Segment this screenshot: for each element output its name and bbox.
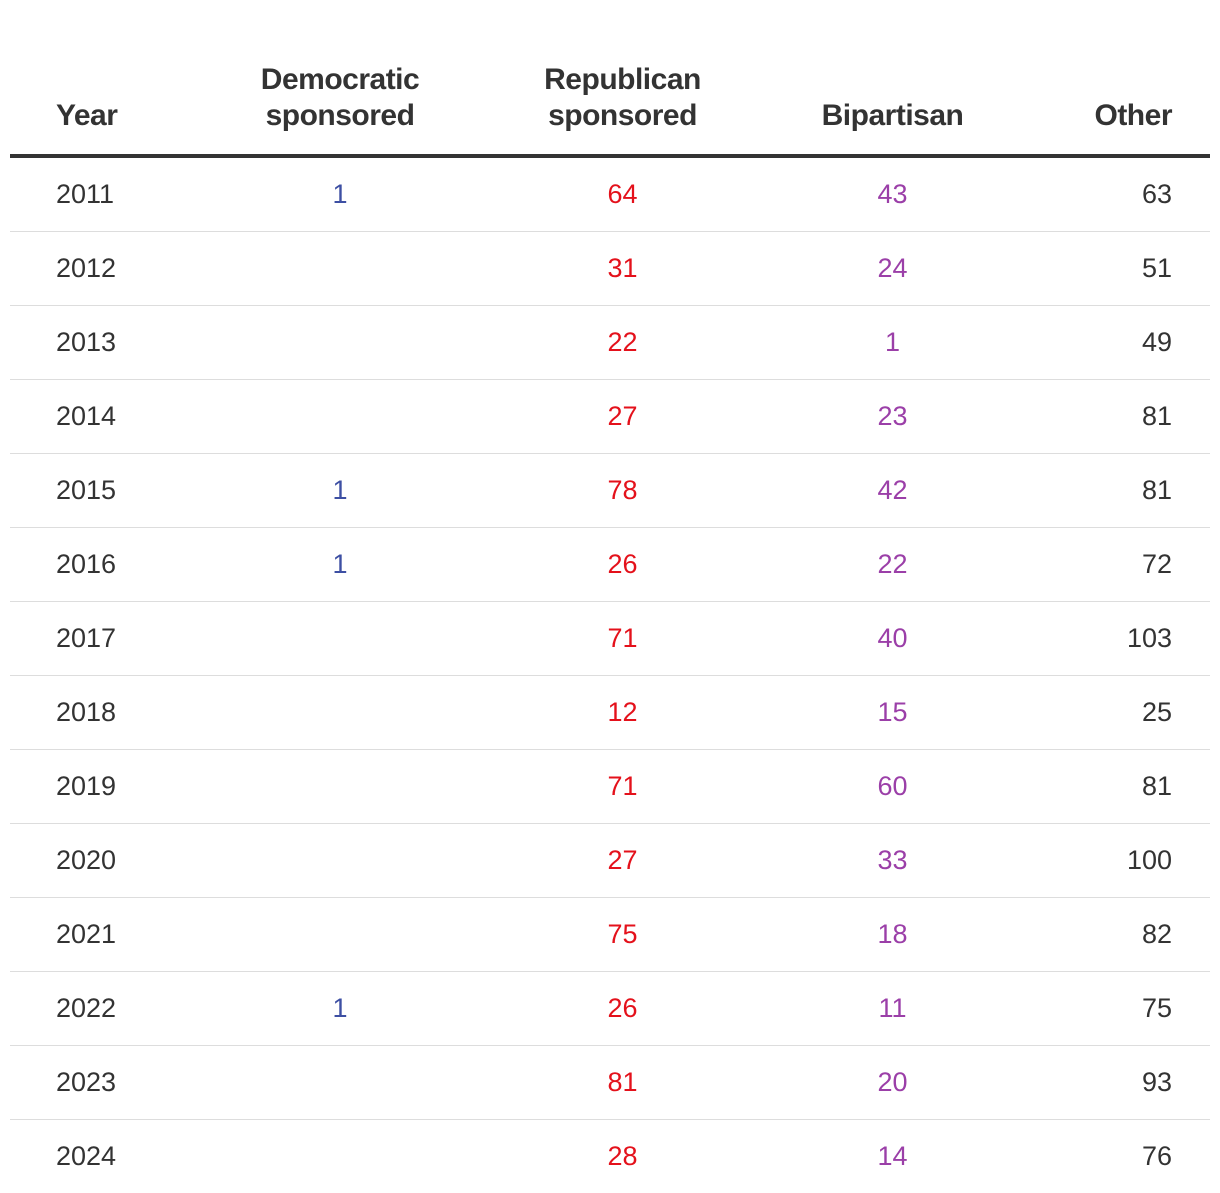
cell-democratic (220, 306, 460, 380)
cell-year: 2013 (10, 306, 220, 380)
cell-republican: 27 (460, 380, 785, 454)
cell-bipartisan: 20 (785, 1046, 1000, 1120)
cell-bipartisan: 11 (785, 972, 1000, 1046)
cell-bipartisan: 22 (785, 528, 1000, 602)
cell-year: 2022 (10, 972, 220, 1046)
cell-other: 82 (1000, 898, 1210, 972)
cell-year: 2014 (10, 380, 220, 454)
cell-democratic (220, 232, 460, 306)
cell-bipartisan: 42 (785, 454, 1000, 528)
cell-bipartisan: 15 (785, 676, 1000, 750)
column-header-year: Year (10, 30, 220, 156)
cell-republican: 31 (460, 232, 785, 306)
header-line: Republican (460, 62, 785, 98)
cell-democratic (220, 750, 460, 824)
cell-other: 93 (1000, 1046, 1210, 1120)
cell-other: 103 (1000, 602, 1210, 676)
cell-democratic: 1 (220, 528, 460, 602)
cell-republican: 71 (460, 602, 785, 676)
cell-bipartisan: 18 (785, 898, 1000, 972)
cell-year: 2015 (10, 454, 220, 528)
cell-republican: 75 (460, 898, 785, 972)
header-line: sponsored (220, 98, 460, 134)
cell-republican: 81 (460, 1046, 785, 1120)
cell-other: 75 (1000, 972, 1210, 1046)
header-line: Other (1000, 98, 1172, 134)
header-line: sponsored (460, 98, 785, 134)
cell-year: 2021 (10, 898, 220, 972)
column-header-republican: Republican sponsored (460, 30, 785, 156)
cell-republican: 27 (460, 824, 785, 898)
cell-year: 2018 (10, 676, 220, 750)
cell-democratic: 1 (220, 972, 460, 1046)
cell-bipartisan: 43 (785, 156, 1000, 232)
cell-republican: 64 (460, 156, 785, 232)
cell-republican: 78 (460, 454, 785, 528)
cell-year: 2023 (10, 1046, 220, 1120)
cell-republican: 12 (460, 676, 785, 750)
cell-democratic (220, 602, 460, 676)
cell-other: 81 (1000, 380, 1210, 454)
cell-year: 2012 (10, 232, 220, 306)
header-line: Bipartisan (785, 98, 1000, 134)
cell-republican: 71 (460, 750, 785, 824)
cell-bipartisan: 23 (785, 380, 1000, 454)
cell-other: 81 (1000, 750, 1210, 824)
cell-other: 100 (1000, 824, 1210, 898)
cell-bipartisan: 33 (785, 824, 1000, 898)
header-line: Democratic (220, 62, 460, 98)
cell-other: 51 (1000, 232, 1210, 306)
column-header-other: Other (1000, 30, 1210, 156)
header-row: Year Democratic sponsored Republican spo… (10, 30, 1210, 156)
cell-bipartisan: 24 (785, 232, 1000, 306)
cell-year: 2020 (10, 824, 220, 898)
cell-democratic (220, 898, 460, 972)
cell-democratic: 1 (220, 454, 460, 528)
cell-other: 72 (1000, 528, 1210, 602)
cell-year: 2011 (10, 156, 220, 232)
cell-democratic (220, 380, 460, 454)
cell-other: 63 (1000, 156, 1210, 232)
cell-bipartisan: 40 (785, 602, 1000, 676)
cell-other: 49 (1000, 306, 1210, 380)
cell-other: 81 (1000, 454, 1210, 528)
cell-other: 25 (1000, 676, 1210, 750)
cell-republican: 22 (460, 306, 785, 380)
cell-democratic: 1 (220, 156, 460, 232)
cell-republican: 26 (460, 528, 785, 602)
cell-democratic (220, 676, 460, 750)
cell-bipartisan: 60 (785, 750, 1000, 824)
column-header-democratic: Democratic sponsored (220, 30, 460, 156)
column-header-bipartisan: Bipartisan (785, 30, 1000, 156)
cell-democratic (220, 1046, 460, 1120)
sponsorship-table: Year Democratic sponsored Republican spo… (10, 30, 1210, 1193)
cell-year: 2017 (10, 602, 220, 676)
header-line: Year (56, 98, 220, 134)
table-header: Year Democratic sponsored Republican spo… (10, 30, 1210, 156)
cell-bipartisan: 1 (785, 306, 1000, 380)
cell-year: 2019 (10, 750, 220, 824)
cell-democratic (220, 824, 460, 898)
cell-republican: 26 (460, 972, 785, 1046)
cell-year: 2016 (10, 528, 220, 602)
